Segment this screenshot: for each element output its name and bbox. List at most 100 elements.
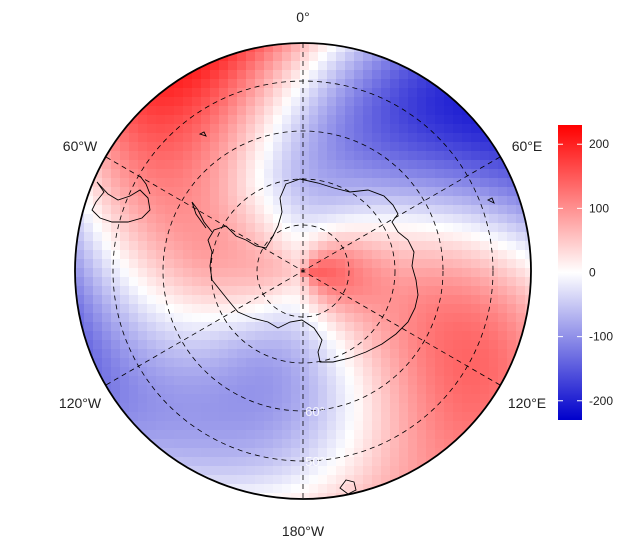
- field-cell: [291, 205, 301, 215]
- field-cell: [426, 376, 436, 386]
- field-cell: [336, 223, 346, 233]
- field-cell: [237, 349, 247, 359]
- field-cell: [408, 214, 418, 224]
- field-cell: [273, 331, 283, 341]
- field-cell: [75, 286, 85, 296]
- field-cell: [336, 376, 346, 386]
- field-cell: [399, 439, 409, 449]
- field-cell: [507, 178, 517, 188]
- field-cell: [237, 376, 247, 386]
- field-cell: [93, 277, 103, 287]
- field-cell: [507, 322, 517, 332]
- field-cell: [408, 250, 418, 260]
- field-cell: [246, 187, 256, 197]
- field-cell: [336, 313, 346, 323]
- field-cell: [111, 142, 121, 152]
- field-cell: [291, 43, 301, 53]
- field-cell: [282, 412, 292, 422]
- field-cell: [192, 115, 202, 125]
- field-cell: [174, 313, 184, 323]
- field-cell: [309, 466, 319, 476]
- field-cell: [372, 124, 382, 134]
- field-cell: [165, 133, 175, 143]
- field-cell: [318, 385, 328, 395]
- field-cell: [462, 313, 472, 323]
- field-cell: [273, 115, 283, 125]
- field-cell: [363, 277, 373, 287]
- field-cell: [156, 358, 166, 368]
- field-cell: [246, 232, 256, 242]
- field-cell: [201, 448, 211, 458]
- field-cell: [147, 133, 157, 143]
- field-cell: [372, 331, 382, 341]
- field-cell: [156, 106, 166, 116]
- field-cell: [453, 187, 463, 197]
- field-cell: [291, 151, 301, 161]
- field-cell: [291, 484, 301, 494]
- field-cell: [336, 178, 346, 188]
- field-cell: [399, 241, 409, 251]
- field-cell: [201, 277, 211, 287]
- field-cell: [390, 133, 400, 143]
- field-cell: [336, 151, 346, 161]
- field-cell: [246, 277, 256, 287]
- field-cell: [264, 277, 274, 287]
- field-cell: [399, 349, 409, 359]
- field-cell: [255, 97, 265, 107]
- field-cell: [453, 214, 463, 224]
- field-cell: [435, 205, 445, 215]
- field-cell: [273, 97, 283, 107]
- field-cell: [471, 394, 481, 404]
- field-cell: [408, 178, 418, 188]
- field-cell: [174, 376, 184, 386]
- field-cell: [471, 340, 481, 350]
- field-cell: [390, 196, 400, 206]
- field-cell: [309, 385, 319, 395]
- field-cell: [363, 97, 373, 107]
- field-cell: [408, 133, 418, 143]
- field-cell: [327, 205, 337, 215]
- field-cell: [192, 151, 202, 161]
- field-cell: [372, 430, 382, 440]
- field-cell: [273, 376, 283, 386]
- field-cell: [237, 385, 247, 395]
- field-cell: [246, 322, 256, 332]
- field-cell: [489, 367, 499, 377]
- field-cell: [444, 232, 454, 242]
- field-cell: [228, 259, 238, 269]
- field-cell: [147, 259, 157, 269]
- field-cell: [354, 403, 364, 413]
- field-cell: [309, 232, 319, 242]
- field-cell: [291, 340, 301, 350]
- field-cell: [399, 340, 409, 350]
- field-cell: [336, 358, 346, 368]
- field-cell: [174, 322, 184, 332]
- field-cell: [489, 268, 499, 278]
- field-cell: [408, 430, 418, 440]
- field-cell: [192, 205, 202, 215]
- field-cell: [156, 115, 166, 125]
- field-cell: [444, 286, 454, 296]
- field-cell: [282, 52, 292, 62]
- field-cell: [165, 349, 175, 359]
- field-cell: [264, 304, 274, 314]
- field-cell: [453, 169, 463, 179]
- field-cell: [408, 223, 418, 233]
- field-cell: [345, 52, 355, 62]
- field-cell: [120, 169, 130, 179]
- field-cell: [444, 124, 454, 134]
- field-cell: [129, 349, 139, 359]
- field-cell: [111, 151, 121, 161]
- field-cell: [372, 43, 382, 53]
- field-cell: [201, 286, 211, 296]
- field-cell: [318, 97, 328, 107]
- field-cell: [390, 385, 400, 395]
- field-cell: [282, 286, 292, 296]
- field-cell: [228, 430, 238, 440]
- lon-label-120w: 120°W: [59, 395, 102, 411]
- field-cell: [381, 322, 391, 332]
- field-cell: [471, 142, 481, 152]
- field-cell: [417, 178, 427, 188]
- field-cell: [300, 304, 310, 314]
- field-cell: [201, 160, 211, 170]
